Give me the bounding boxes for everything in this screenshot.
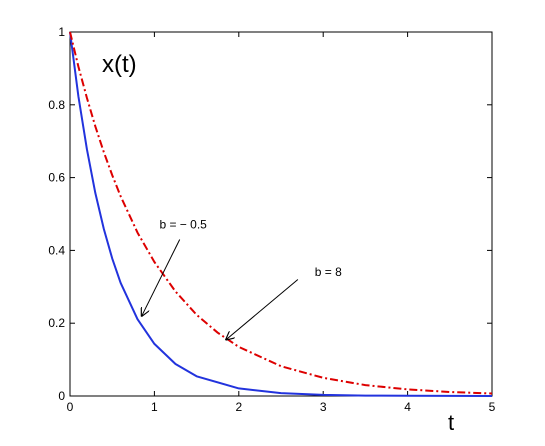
x-axis-title: t [448,410,454,435]
y-tick-label: 1 [58,25,65,39]
y-tick-label: 0 [58,389,65,403]
x-tick-label: 3 [320,400,327,414]
y-tick-label: 0.2 [48,316,65,330]
plot-frame [69,31,493,397]
y-tick-label: 0.8 [48,98,65,112]
y-tick-label: 0.4 [48,243,65,257]
y-tick-label: 0.6 [48,171,65,185]
annotation-label-2: b = 8 [315,265,342,279]
series-line-1 [69,31,493,397]
x-tick-label: 5 [489,400,496,414]
annotation-arrow-1 [142,239,181,315]
annotation-label-1: b = − 0.5 [159,218,207,232]
annotation-arrow-2 [226,279,299,340]
x-tick-label: 0 [67,400,74,414]
x-tick-label: 4 [404,400,411,414]
x-tick-label: 1 [151,400,158,414]
plot-label: x(t) [102,51,137,78]
x-tick-label: 2 [235,400,242,414]
series-line-2 [69,31,493,395]
plot-area: 0 1 2 3 4 5 0 0.2 0.4 0.6 0.8 1 b = − 0.5 b = 8 [48,25,495,414]
